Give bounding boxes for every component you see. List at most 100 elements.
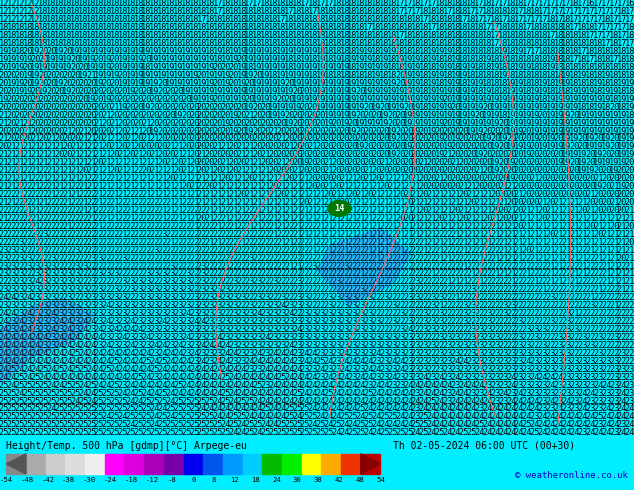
Text: 22: 22 (117, 262, 128, 270)
Text: 19: 19 (434, 63, 445, 72)
Text: 24: 24 (141, 381, 152, 390)
Text: 21: 21 (236, 182, 247, 191)
Text: 22: 22 (86, 198, 96, 207)
Text: 19: 19 (593, 111, 604, 120)
Text: 20: 20 (149, 143, 160, 151)
Text: 20: 20 (244, 174, 255, 183)
Text: 24: 24 (141, 389, 152, 397)
Text: 24: 24 (379, 396, 390, 406)
Text: 17: 17 (617, 31, 628, 40)
Text: 18: 18 (221, 31, 231, 40)
Text: 19: 19 (593, 126, 604, 136)
Text: 18: 18 (379, 15, 390, 24)
Text: 22: 22 (474, 301, 485, 310)
Text: 19: 19 (379, 55, 390, 64)
Text: 19: 19 (30, 63, 41, 72)
Text: 19: 19 (395, 87, 406, 96)
Text: 18: 18 (466, 47, 477, 56)
Text: 17: 17 (522, 15, 533, 24)
Text: 23: 23 (490, 341, 501, 350)
Text: 22: 22 (0, 238, 10, 246)
Text: 18: 18 (482, 0, 493, 8)
Text: 18: 18 (117, 39, 128, 48)
Text: 18: 18 (205, 7, 216, 16)
Text: 22: 22 (133, 190, 144, 199)
Text: 20: 20 (522, 198, 533, 207)
Text: 19: 19 (418, 119, 429, 127)
Text: 19: 19 (514, 103, 524, 112)
Text: 20: 20 (86, 103, 96, 112)
Text: 18: 18 (577, 63, 588, 72)
Text: 19: 19 (506, 87, 517, 96)
Text: 22: 22 (38, 238, 49, 246)
Text: 19: 19 (624, 103, 634, 112)
Text: 20: 20 (450, 174, 461, 183)
Text: 23: 23 (22, 262, 33, 270)
Text: 19: 19 (189, 71, 200, 80)
Text: 18: 18 (490, 79, 501, 88)
Text: 21: 21 (418, 214, 429, 223)
Text: 20: 20 (126, 119, 136, 127)
Text: 24: 24 (252, 357, 263, 366)
Text: 22: 22 (189, 245, 200, 255)
Text: 18: 18 (569, 63, 580, 72)
Text: 22: 22 (54, 206, 65, 215)
Text: 23: 23 (585, 341, 596, 350)
Text: 22: 22 (284, 294, 295, 302)
Text: 20: 20 (62, 95, 73, 104)
Text: 21: 21 (6, 174, 17, 183)
Text: 23: 23 (529, 333, 540, 342)
Polygon shape (361, 454, 380, 474)
Text: 24: 24 (268, 349, 279, 358)
Text: 24: 24 (339, 404, 350, 414)
Text: 21: 21 (529, 206, 540, 215)
Text: 25: 25 (197, 396, 207, 406)
Text: 18: 18 (466, 0, 477, 8)
Text: 23: 23 (609, 357, 619, 366)
Text: 24: 24 (30, 341, 41, 350)
Text: 25: 25 (70, 381, 81, 390)
Text: 18: 18 (228, 24, 239, 32)
Text: 22: 22 (46, 222, 57, 231)
Text: 22: 22 (458, 285, 469, 294)
Text: 23: 23 (141, 285, 152, 294)
Text: 24: 24 (355, 396, 366, 406)
Text: 21: 21 (260, 182, 271, 191)
Text: 24: 24 (6, 349, 17, 358)
Text: 20: 20 (418, 143, 429, 151)
Text: 20: 20 (418, 134, 429, 144)
Text: 22: 22 (86, 245, 96, 255)
Text: 19: 19 (403, 55, 413, 64)
Text: 21: 21 (244, 190, 255, 199)
Text: 21: 21 (70, 166, 81, 175)
Text: 21: 21 (427, 190, 437, 199)
Text: 22: 22 (529, 262, 540, 270)
Text: 21: 21 (212, 222, 223, 231)
Text: 22: 22 (466, 253, 477, 263)
Text: 20: 20 (490, 134, 501, 144)
Text: 24: 24 (260, 389, 271, 397)
Text: 23: 23 (101, 294, 112, 302)
Text: 21: 21 (339, 206, 350, 215)
Text: 25: 25 (94, 389, 105, 397)
Text: 20: 20 (538, 166, 548, 175)
Text: 19: 19 (427, 47, 437, 56)
Text: 22: 22 (593, 341, 604, 350)
Text: 18: 18 (443, 24, 453, 32)
Text: 23: 23 (316, 349, 327, 358)
Text: 20: 20 (387, 158, 398, 167)
Text: 19: 19 (54, 55, 65, 64)
Text: 22: 22 (260, 214, 271, 223)
Text: 21: 21 (323, 158, 334, 167)
Text: 18: 18 (165, 0, 176, 8)
Text: 18: 18 (490, 47, 501, 56)
Text: 16: 16 (585, 0, 596, 8)
Text: 22: 22 (244, 270, 255, 278)
Text: 25: 25 (387, 428, 398, 437)
Text: 21: 21 (450, 158, 461, 167)
Text: 21: 21 (252, 182, 263, 191)
Text: 22: 22 (427, 285, 437, 294)
Text: 21: 21 (78, 143, 89, 151)
Text: 19: 19 (101, 63, 112, 72)
Text: 25: 25 (236, 396, 247, 406)
